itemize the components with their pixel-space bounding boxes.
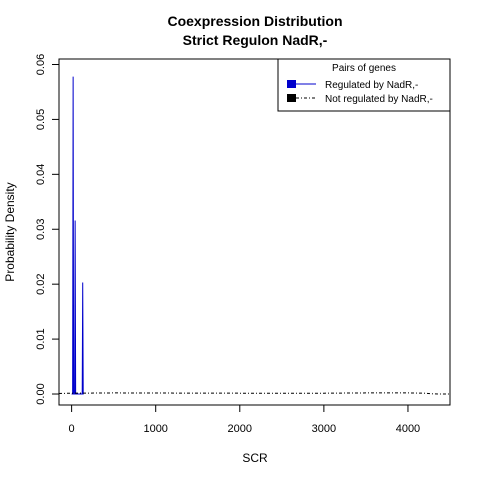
x-tick-label: 2000 xyxy=(228,423,252,435)
y-tick-label: 0.01 xyxy=(35,328,47,349)
legend-box xyxy=(277,58,451,112)
x-tick-label: 4000 xyxy=(396,423,420,435)
x-tick-label: 1000 xyxy=(143,423,167,435)
series-line-regulated xyxy=(71,76,84,395)
y-tick-label: 0.00 xyxy=(35,383,47,404)
legend-swatch-regulated xyxy=(287,80,296,88)
x-axis: 0 1000 2000 3000 4000 xyxy=(69,404,420,435)
x-tick-label: 0 xyxy=(69,423,75,435)
legend: Pairs of genes Regulated by NadR,- Not r… xyxy=(277,58,451,112)
chart-title-line-2: Strict Regulon NadR,- xyxy=(183,32,328,48)
y-tick-label: 0.02 xyxy=(35,273,47,294)
chart-title-line-1: Coexpression Distribution xyxy=(167,13,342,29)
legend-title: Pairs of genes xyxy=(332,63,396,74)
y-tick-label: 0.05 xyxy=(35,109,47,130)
x-axis-label: SCR xyxy=(242,451,268,465)
y-tick-label: 0.06 xyxy=(35,54,47,75)
series-line-not-regulated xyxy=(58,392,451,395)
legend-label-regulated: Regulated by NadR,- xyxy=(325,80,418,91)
legend-swatch-not-regulated xyxy=(287,94,296,102)
series-layer xyxy=(58,76,451,395)
x-tick-label: 3000 xyxy=(312,423,336,435)
y-axis: 0.00 0.01 0.02 0.03 0.04 0.05 0.06 xyxy=(35,54,60,405)
y-axis-label: Probability Density xyxy=(3,182,17,281)
y-tick-label: 0.04 xyxy=(35,164,47,185)
y-tick-label: 0.03 xyxy=(35,219,47,240)
legend-label-not-regulated: Not regulated by NadR,- xyxy=(325,94,433,105)
